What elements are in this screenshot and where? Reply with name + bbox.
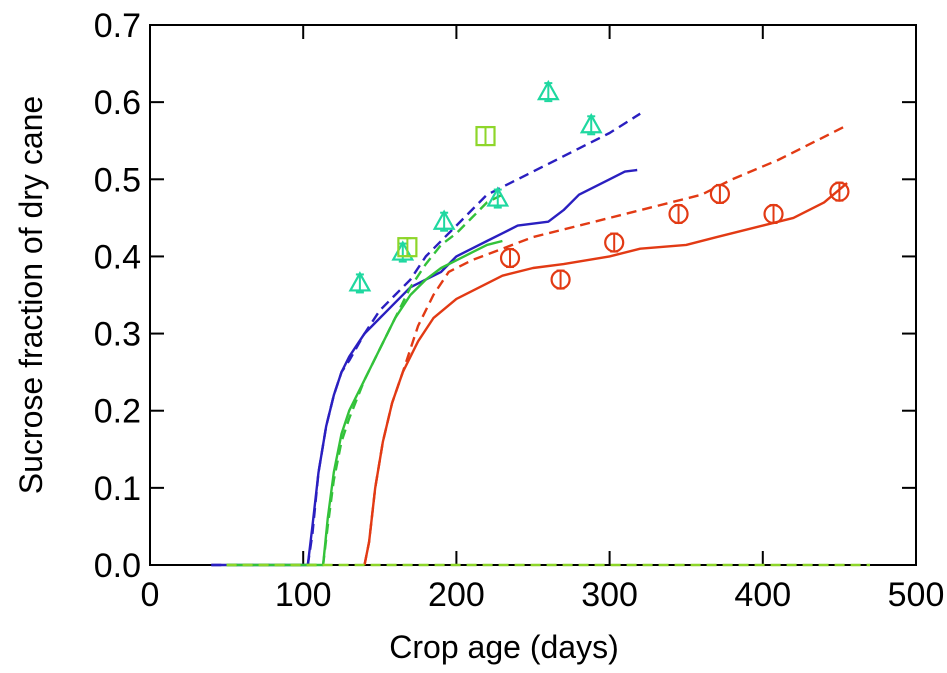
markers-layer [348,79,850,294]
plot-frame [149,24,917,566]
x-tick-label: 400 [734,576,791,614]
series-layer [211,112,870,567]
y-tick-label: 0.1 [94,470,141,508]
series-line-blue-dashed [211,112,641,567]
x-tick-label: 200 [428,576,485,614]
x-axis-title: Crop age (days) [389,629,618,665]
x-tick-label: 300 [581,576,638,614]
x-tick-label: 100 [275,576,332,614]
y-tick-label: 0.0 [94,547,141,585]
ticks-layer [149,24,917,566]
x-tick-label: 500 [888,576,945,614]
y-tick-label: 0.6 [94,84,141,122]
series-line-blue-solid [211,168,638,567]
series-line-green-dashed [226,193,503,567]
y-tick-label: 0.4 [94,238,141,276]
y-tick-label: 0.5 [94,161,141,199]
x-tick-label: 0 [141,576,160,614]
labels-layer: 0 100 200 300 400 500 0.0 0.1 0.2 0.3 0.4 0.5 0.6 0.7 [94,7,945,614]
y-tick-label: 0.3 [94,316,141,354]
y-tick-label: 0.2 [94,393,141,431]
y-tick-label: 0.7 [94,7,141,45]
series-line-red-dashed [363,124,848,566]
y-axis-title: Sucrose fraction of dry cane [13,96,49,494]
series-line-red-solid [363,182,848,566]
